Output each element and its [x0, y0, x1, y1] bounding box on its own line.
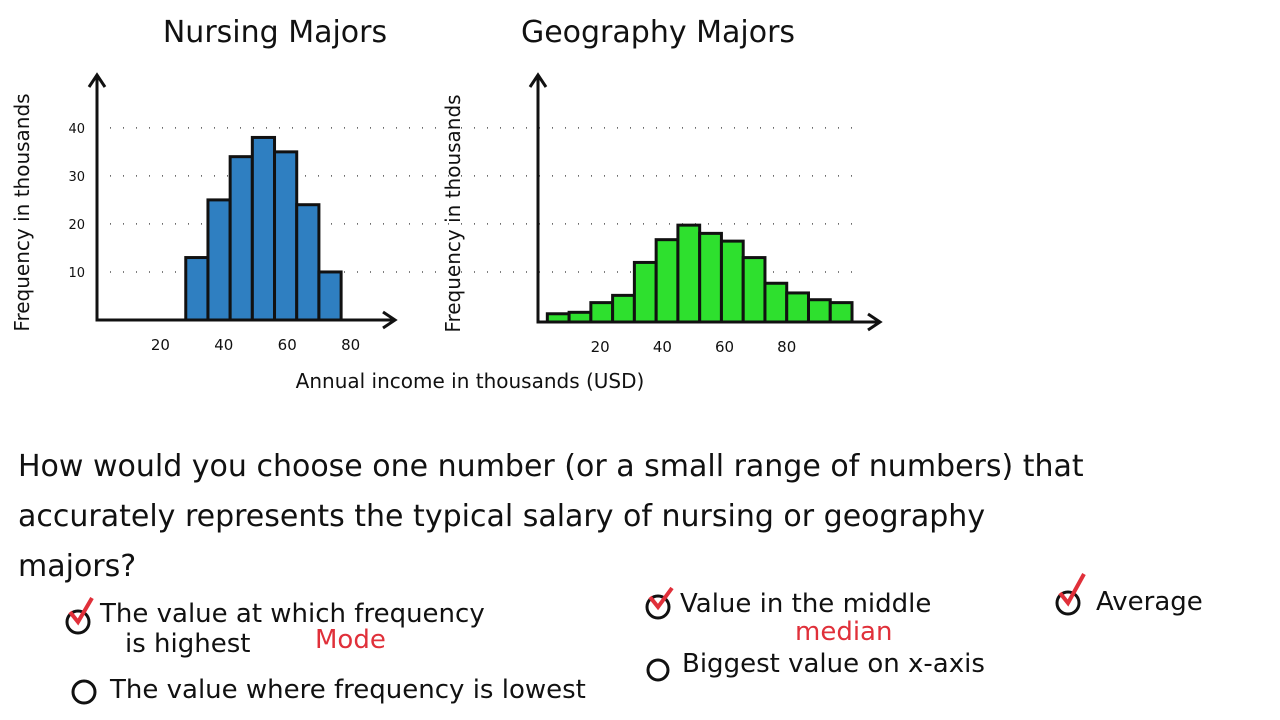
- x-tick-label: 40: [653, 338, 672, 356]
- checkmarks: [68, 573, 1086, 626]
- option-text: Biggest value on x-axis: [682, 649, 985, 679]
- histogram-bar: [206, 198, 232, 322]
- question-line: majors?: [18, 549, 136, 584]
- x-tick-label: 80: [777, 338, 796, 356]
- chart-title: Geography Majors: [521, 15, 795, 50]
- histogram-bar: [676, 223, 702, 324]
- x-tick-label: 60: [715, 338, 734, 356]
- checkboxes: [65, 590, 1081, 705]
- option-text: is highest: [125, 629, 250, 659]
- histogram-bar: [763, 281, 789, 324]
- chart-title: Nursing Majors: [163, 15, 387, 50]
- checkbox: [645, 594, 671, 620]
- checkmark: [1058, 573, 1086, 607]
- option-text: Average: [1096, 587, 1203, 617]
- question-line: accurately represents the typical salary…: [18, 499, 985, 534]
- checkmark: [68, 596, 94, 626]
- x-tick-label: 20: [591, 338, 610, 356]
- x-tick-label: 80: [341, 336, 360, 354]
- y-tick-label: 40: [68, 122, 85, 137]
- histogram-bar: [806, 298, 832, 324]
- option-text: The value at which frequency: [99, 599, 485, 629]
- checkbox: [1055, 590, 1081, 616]
- y-tick-label: 30: [68, 170, 85, 185]
- histogram-bar: [228, 155, 254, 322]
- axes: [528, 72, 883, 332]
- x-tick-label: 20: [151, 336, 170, 354]
- option-note: median: [795, 617, 892, 647]
- x-tick-label: 40: [214, 336, 233, 354]
- x-axis-label: Annual income in thousands (USD): [296, 369, 645, 393]
- y-axis-label: Frequency in thousands: [441, 94, 465, 332]
- checkbox: [71, 679, 97, 705]
- histogram-bar: [719, 239, 745, 324]
- histogram-bar: [295, 203, 321, 322]
- option-note: Mode: [315, 625, 386, 655]
- histogram-bar: [828, 301, 854, 324]
- histogram-bar: [589, 301, 615, 324]
- histogram-bar: [273, 150, 299, 322]
- y-tick-label: 20: [68, 218, 85, 233]
- checkbox: [65, 609, 91, 635]
- y-axis-label: Frequency in thousands: [10, 93, 34, 331]
- histogram-bar: [654, 238, 680, 324]
- histogram-bar: [632, 260, 658, 324]
- question-line: How would you choose one number (or a sm…: [18, 449, 1084, 484]
- histogram-bar: [184, 256, 210, 322]
- histogram-bar: [250, 135, 277, 322]
- checkbox: [646, 658, 670, 682]
- y-tick-label: 10: [68, 266, 85, 281]
- axes: [87, 72, 398, 330]
- histogram-bar: [317, 270, 343, 322]
- histogram-bar: [741, 256, 767, 324]
- x-tick-label: 60: [278, 336, 297, 354]
- histogram-bar: [611, 293, 636, 324]
- checkmark: [648, 586, 674, 611]
- histogram-bar: [698, 231, 723, 324]
- histogram-bar: [785, 291, 810, 324]
- option-text: The value where frequency is lowest: [109, 675, 586, 705]
- option-text: Value in the middle: [680, 589, 931, 619]
